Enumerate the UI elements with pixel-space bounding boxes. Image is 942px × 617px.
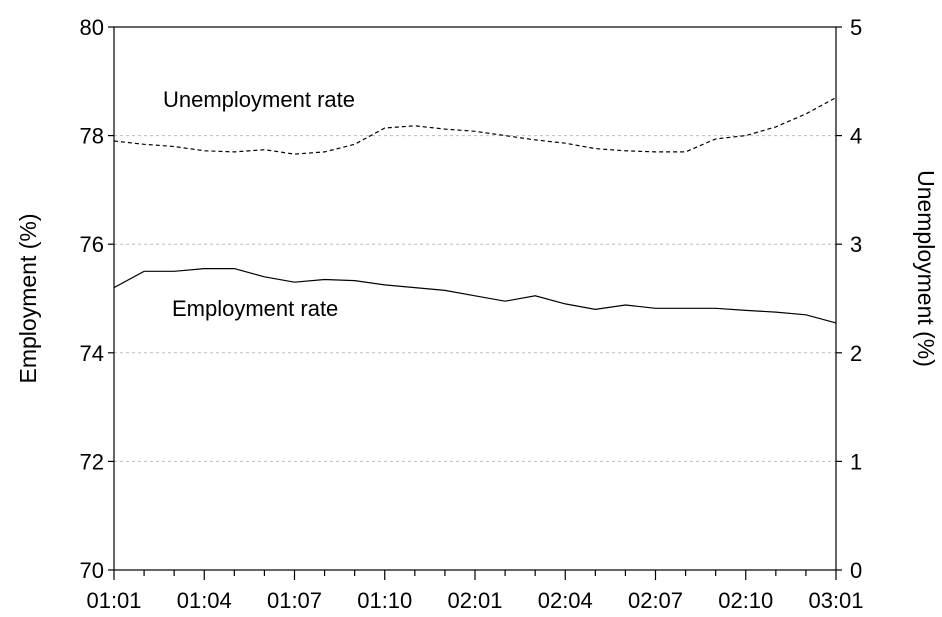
x-tick-label: 02:01 — [447, 588, 502, 613]
x-tick-label: 02:04 — [538, 588, 593, 613]
y-right-tick-label: 2 — [850, 341, 862, 366]
unemployment-rate-annotation: Unemployment rate — [163, 87, 355, 112]
x-tick-label: 03:01 — [808, 588, 863, 613]
y-right-axis-label: Unemployment (%) — [913, 170, 939, 367]
y-right-tick-label: 5 — [850, 15, 862, 40]
y-left-tick-label: 70 — [80, 558, 104, 583]
x-tick-label: 01:04 — [177, 588, 232, 613]
y-left-tick-label: 74 — [80, 341, 104, 366]
y-left-tick-label: 76 — [80, 232, 104, 257]
y-right-tick-label: 4 — [850, 124, 862, 149]
y-left-axis-label: Employment (%) — [15, 214, 41, 384]
employment-rate-line — [113, 268, 837, 324]
y-right-tick-label: 0 — [850, 558, 862, 583]
x-tick-label: 01:01 — [86, 588, 141, 613]
y-right-tick-label: 3 — [850, 232, 862, 257]
x-tick-label: 01:10 — [357, 588, 412, 613]
employment-rate-annotation: Employment rate — [172, 296, 338, 321]
x-tick-label: 01:07 — [267, 588, 322, 613]
x-tick-label: 02:07 — [628, 588, 683, 613]
y-left-tick-label: 80 — [80, 15, 104, 40]
x-tick-label: 02:10 — [718, 588, 773, 613]
y-left-tick-label: 72 — [80, 449, 104, 474]
unemployment-rate-line — [113, 97, 837, 155]
y-right-tick-label: 1 — [850, 449, 862, 474]
y-left-tick-label: 78 — [80, 124, 104, 149]
